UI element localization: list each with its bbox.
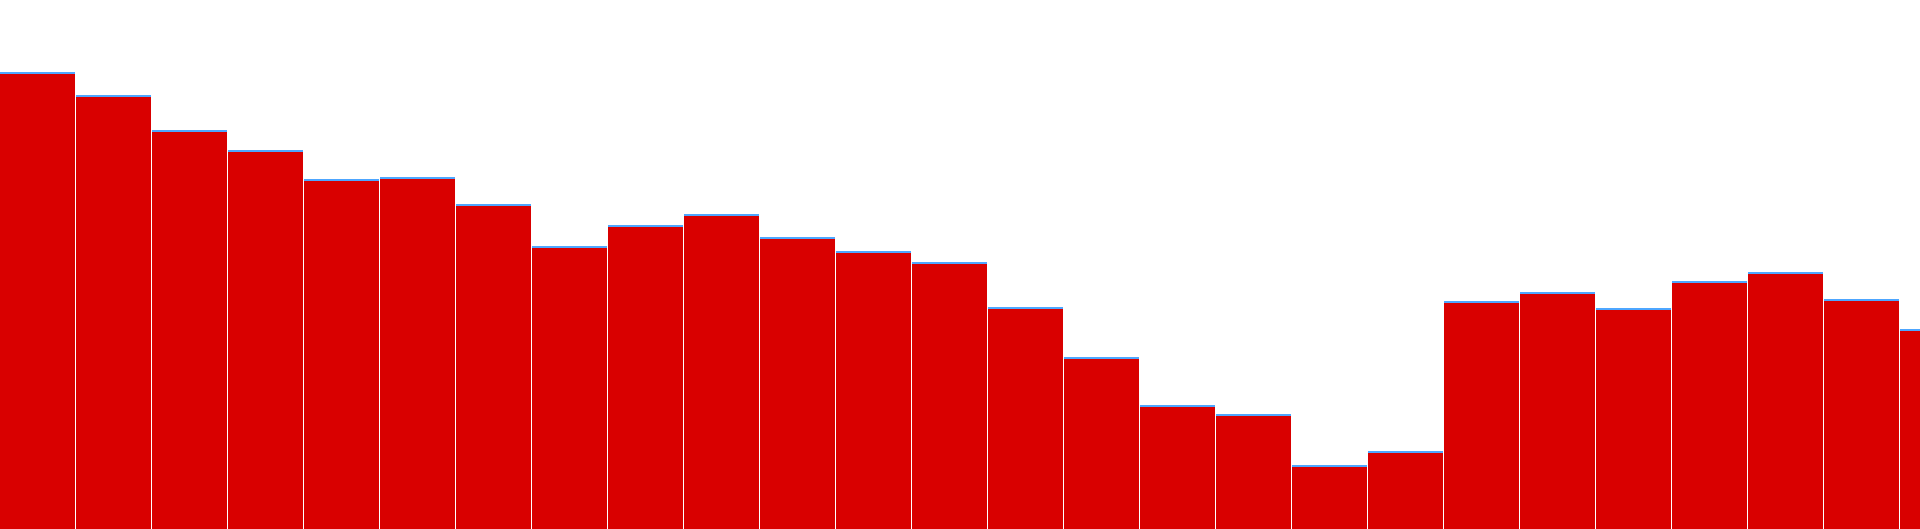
- bar-7: [456, 205, 531, 529]
- bar-18: [1292, 466, 1367, 529]
- bar-25: [1824, 300, 1899, 529]
- bar-cap-19: [1368, 451, 1443, 453]
- bar-cap-1: [0, 72, 75, 74]
- bar-cap-10: [684, 214, 759, 216]
- bar-cap-11: [760, 237, 835, 239]
- bar-cap-26: [1900, 329, 1920, 331]
- bar-cap-12: [836, 251, 911, 253]
- bar-2: [76, 96, 151, 529]
- bar-24: [1748, 273, 1823, 529]
- bar-13: [912, 263, 987, 529]
- bar-26: [1900, 330, 1920, 529]
- bar-cap-22: [1596, 308, 1671, 310]
- bar-cap-14: [988, 307, 1063, 309]
- bar-cap-17: [1216, 414, 1291, 416]
- bar-20: [1444, 302, 1519, 529]
- bar-12: [836, 252, 911, 529]
- bar-19: [1368, 452, 1443, 529]
- bar-5: [304, 180, 379, 529]
- bar-cap-4: [228, 150, 303, 152]
- bar-cap-20: [1444, 301, 1519, 303]
- bar-cap-21: [1520, 292, 1595, 294]
- bar-cap-7: [456, 204, 531, 206]
- bar-8: [532, 247, 607, 529]
- bar-cap-15: [1064, 357, 1139, 359]
- bar-10: [684, 215, 759, 529]
- bar-21: [1520, 293, 1595, 529]
- bar-cap-9: [608, 225, 683, 227]
- bar-cap-24: [1748, 272, 1823, 274]
- bar-11: [760, 238, 835, 529]
- bar-3: [152, 131, 227, 529]
- bar-cap-8: [532, 246, 607, 248]
- bar-6: [380, 178, 455, 529]
- bar-cap-16: [1140, 405, 1215, 407]
- bar-22: [1596, 309, 1671, 529]
- bar-cap-25: [1824, 299, 1899, 301]
- bar-23: [1672, 282, 1747, 529]
- bar-15: [1064, 358, 1139, 529]
- bar-cap-6: [380, 177, 455, 179]
- bar-14: [988, 308, 1063, 529]
- bar-1: [0, 73, 75, 529]
- bar-cap-18: [1292, 465, 1367, 467]
- bar-4: [228, 151, 303, 529]
- bar-cap-2: [76, 95, 151, 97]
- bar-cap-3: [152, 130, 227, 132]
- bar-17: [1216, 415, 1291, 529]
- bar-cap-13: [912, 262, 987, 264]
- bar-16: [1140, 406, 1215, 529]
- bar-cap-5: [304, 179, 379, 181]
- bar-9: [608, 226, 683, 529]
- bar-cap-23: [1672, 281, 1747, 283]
